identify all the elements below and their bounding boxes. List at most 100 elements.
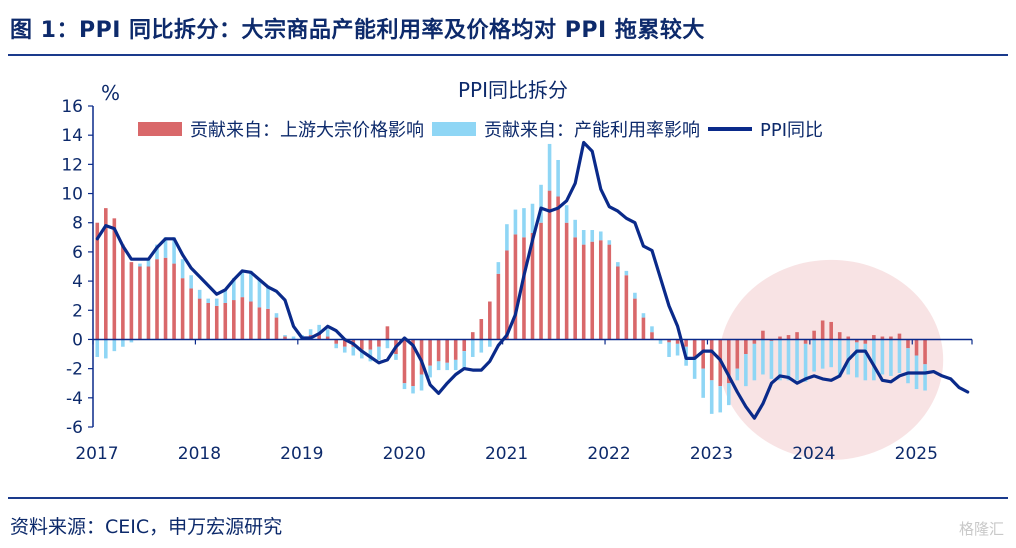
bar-commodity	[795, 332, 799, 340]
bar-capacity	[146, 259, 151, 267]
x-tick-label: 2025	[895, 444, 938, 464]
y-tick-label: 2	[72, 301, 83, 321]
bar-capacity	[197, 289, 202, 299]
bar-commodity	[692, 339, 697, 357]
bar-commodity	[803, 339, 808, 344]
y-tick-label: 14	[61, 126, 83, 146]
y-tick-label: -6	[66, 418, 83, 438]
bar-capacity	[923, 364, 927, 391]
bar-commodity	[462, 339, 467, 352]
legend-swatch-commodity	[138, 122, 182, 136]
bar-capacity	[863, 343, 868, 381]
bar-capacity	[590, 230, 595, 242]
bar-capacity	[351, 346, 356, 356]
bar-commodity	[360, 339, 364, 350]
bar-capacity	[266, 285, 270, 309]
bar-commodity	[863, 339, 868, 344]
bar-capacity	[735, 368, 740, 381]
bar-capacity	[880, 339, 885, 375]
bar-capacity	[334, 343, 339, 349]
bar-commodity	[342, 339, 347, 347]
bar-commodity	[650, 332, 654, 340]
x-tick-label: 2020	[383, 444, 426, 464]
y-tick-label: 10	[61, 185, 83, 205]
bar-capacity	[325, 329, 330, 337]
bar-capacity	[872, 339, 876, 381]
bar-commodity	[232, 300, 236, 340]
bar-capacity	[436, 361, 441, 371]
x-tick-label: 2024	[792, 444, 835, 464]
bar-commodity	[880, 336, 885, 340]
figure-title: 图 1：PPI 同比拆分：大宗商品产能利用率及价格均对 PPI 拖累较大	[10, 18, 705, 43]
bar-capacity	[479, 339, 484, 353]
bar-capacity	[112, 339, 117, 352]
x-tick-label: 2018	[178, 444, 221, 464]
bar-capacity	[291, 336, 296, 340]
bar-commodity	[744, 339, 748, 355]
ppi-line	[95, 140, 970, 420]
bar-commodity	[624, 275, 629, 340]
bar-capacity	[342, 346, 347, 353]
bar-commodity	[530, 232, 535, 340]
bar-capacity	[138, 263, 142, 267]
bar-capacity	[505, 224, 509, 251]
bar-commodity	[138, 266, 142, 340]
bar-capacity	[897, 339, 902, 374]
bar-capacity	[445, 362, 449, 371]
legend-line-ppi	[708, 127, 752, 131]
legend-label-ppi: PPI同比	[760, 120, 824, 141]
bar-capacity	[163, 237, 168, 258]
bar-commodity	[249, 301, 253, 340]
bar-capacity	[394, 354, 398, 360]
bar-commodity	[539, 222, 543, 340]
bar-commodity	[470, 332, 475, 340]
bar-commodity	[197, 298, 202, 340]
bar-capacity	[496, 262, 501, 274]
bar-commodity	[505, 250, 509, 340]
bar-capacity	[488, 339, 492, 347]
bar-capacity	[249, 270, 253, 302]
legend-item-ppi: PPI同比	[708, 116, 823, 142]
bar-commodity	[453, 339, 458, 360]
bar-capacity	[889, 339, 893, 376]
bar-commodity	[180, 278, 185, 340]
bar-capacity	[581, 230, 586, 245]
x-tick-label: 2019	[280, 444, 323, 464]
y-tick-label: -2	[66, 360, 83, 380]
bar-capacity	[428, 365, 432, 378]
bar-capacity	[214, 298, 219, 306]
bar-capacity	[726, 383, 731, 406]
bar-capacity	[616, 262, 620, 267]
bar-commodity	[897, 333, 902, 340]
bar-capacity	[257, 279, 262, 308]
bar-commodity	[684, 339, 688, 347]
bar-commodity	[564, 222, 569, 340]
bar-commodity	[667, 339, 671, 343]
bar-capacity	[692, 356, 697, 379]
footer-rule	[8, 497, 1008, 499]
bar-commodity	[581, 244, 586, 340]
bar-commodity	[274, 317, 279, 340]
legend-label-capacity: 贡献来自：产能利用率影响	[484, 120, 700, 141]
bar-capacity	[172, 237, 176, 264]
bar-commodity	[701, 339, 705, 369]
bar-capacity	[547, 143, 552, 191]
bar-capacity	[761, 339, 765, 375]
bar-capacity	[641, 313, 646, 318]
bar-capacity	[360, 349, 364, 359]
bar-commodity	[616, 266, 620, 340]
y-tick-label: 12	[61, 155, 83, 175]
legend-swatch-capacity	[432, 122, 476, 136]
x-tick-label: 2017	[75, 444, 118, 464]
bar-commodity	[445, 339, 449, 363]
bar-capacity	[803, 343, 808, 382]
bar-commodity	[837, 332, 842, 340]
bar-capacity	[564, 205, 569, 223]
bar-commodity	[266, 308, 270, 340]
bar-commodity	[820, 320, 825, 340]
legend-label-commodity: 贡献来自：上游大宗价格影响	[190, 120, 424, 141]
bar-commodity	[479, 319, 484, 340]
bar-capacity	[744, 354, 748, 387]
bar-commodity	[590, 241, 595, 340]
bar-commodity	[419, 339, 424, 375]
